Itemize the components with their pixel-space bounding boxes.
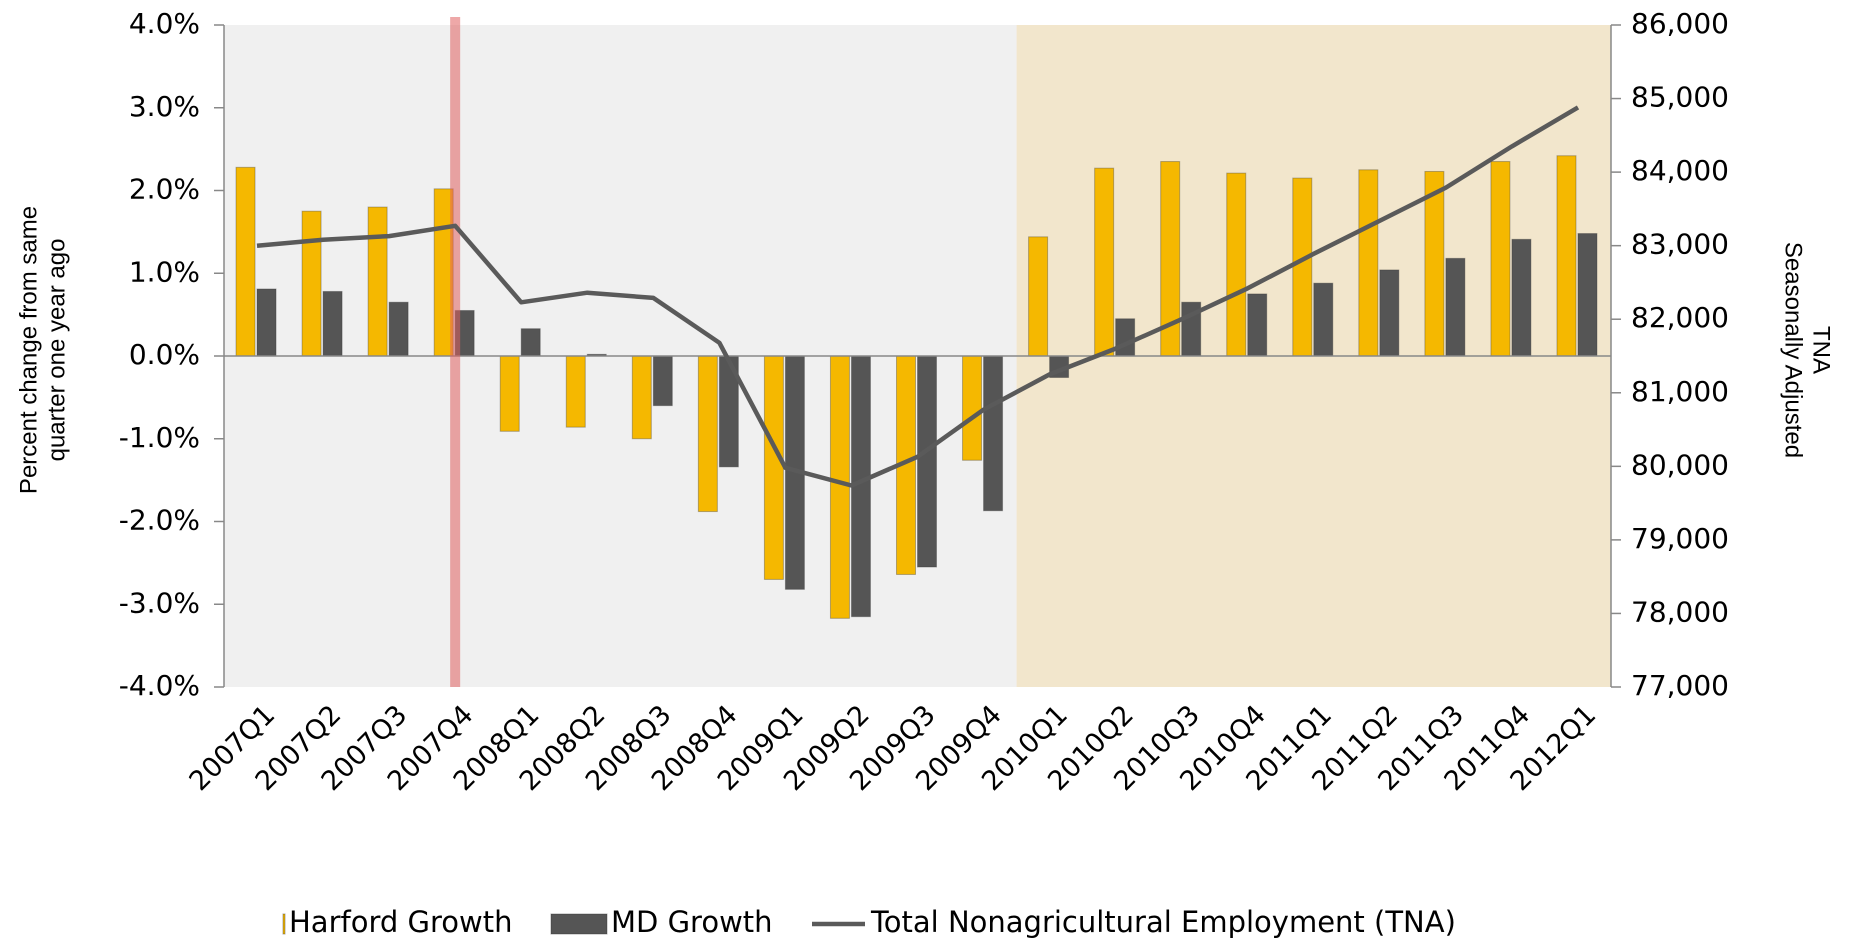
y2-tick-label: 77,000 [1631,669,1729,702]
bar [631,355,652,440]
bar [1028,236,1049,357]
y-axis-label: Percent change from same [15,206,42,494]
y-tick-label: 3.0% [129,90,200,123]
bar [1226,172,1247,357]
bar [983,355,1004,512]
y-tick-label: 4.0% [129,7,200,40]
legend-swatch [282,913,286,935]
bar [499,355,520,432]
y-tick-label: -4.0% [119,669,200,702]
bar [301,210,322,357]
legend-label: MD Growth [611,905,773,939]
y2-axis-label: Seasonally Adjusted [1780,242,1807,458]
bar [1313,282,1334,357]
bar [962,355,983,461]
bar [1556,155,1577,357]
y2-tick-label: 83,000 [1631,228,1729,261]
y2-tick-label: 79,000 [1631,522,1729,555]
bar [367,206,388,357]
bar [388,301,409,357]
y-tick-label: -3.0% [119,586,200,619]
bar [235,166,256,357]
y2-tick-label: 82,000 [1631,301,1729,334]
legend-label: Total Nonagricultural Employment (TNA) [870,905,1456,939]
marker-line [450,17,461,687]
y2-axis-label: TNA [1808,326,1835,374]
bar [1379,269,1400,357]
line [256,105,1580,488]
bar [322,290,343,357]
y2-tick-label: 78,000 [1631,595,1729,628]
bar [652,355,673,407]
y-tick-label: 0.0% [129,338,200,371]
bar [1358,169,1379,357]
y-tick-label: 2.0% [129,173,200,206]
bar [1115,318,1136,357]
bar [1577,233,1598,357]
bar [256,288,277,357]
bar [763,355,784,580]
bar [1292,177,1313,357]
y2-tick-label: 80,000 [1631,448,1729,481]
y-tick-label: 1.0% [129,255,200,288]
y-axis-label: quarter one year ago [43,239,70,462]
bar [565,355,586,428]
bar [829,355,850,619]
bar [1247,293,1268,357]
bar [1445,257,1466,357]
bar [697,355,718,513]
bar [1511,238,1532,357]
bar [520,328,541,357]
bar [1490,161,1511,357]
y2-tick-label: 84,000 [1631,154,1729,187]
bar [1094,167,1115,357]
y2-tick-label: 86,000 [1631,7,1729,40]
y-tick-label: -2.0% [119,504,200,537]
y-tick-label: -1.0% [119,421,200,454]
y2-tick-label: 81,000 [1631,375,1729,408]
legend-swatch [550,913,608,935]
legend-label: Harford Growth [289,905,512,939]
bar [917,355,937,568]
y2-tick-label: 85,000 [1631,81,1729,114]
